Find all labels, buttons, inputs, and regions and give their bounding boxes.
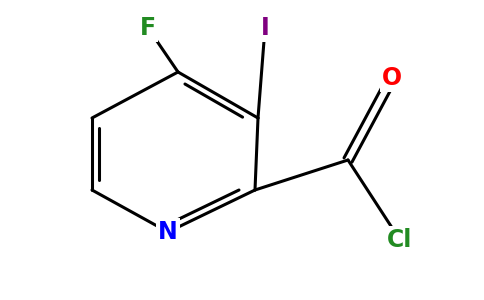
Text: I: I xyxy=(260,16,270,40)
Text: Cl: Cl xyxy=(387,228,413,252)
Text: F: F xyxy=(140,16,156,40)
Text: N: N xyxy=(158,220,178,244)
Text: O: O xyxy=(382,66,402,90)
